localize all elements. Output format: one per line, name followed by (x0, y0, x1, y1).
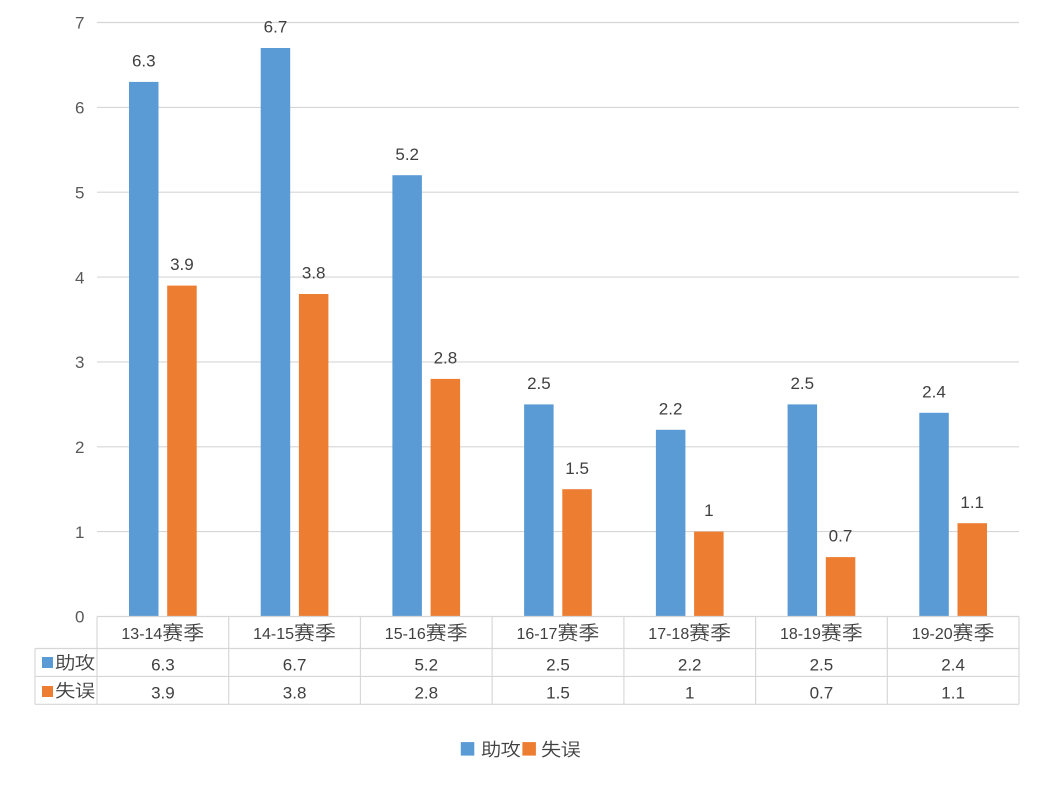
svg-text:2.8: 2.8 (434, 349, 458, 368)
svg-text:17-18: 17-18 (648, 626, 689, 643)
svg-text:3.9: 3.9 (170, 255, 194, 274)
svg-text:2.5: 2.5 (546, 656, 570, 675)
svg-text:3.8: 3.8 (302, 264, 326, 283)
svg-text:5: 5 (75, 183, 84, 202)
svg-text:1.1: 1.1 (960, 493, 984, 512)
svg-text:2.5: 2.5 (810, 656, 834, 675)
svg-text:3: 3 (75, 353, 84, 372)
svg-text:6.7: 6.7 (283, 656, 307, 675)
svg-text:16-17: 16-17 (517, 626, 558, 643)
svg-text:1.5: 1.5 (546, 683, 570, 702)
svg-text:6.3: 6.3 (151, 656, 175, 675)
svg-text:2.2: 2.2 (678, 656, 702, 675)
svg-text:1: 1 (685, 683, 694, 702)
svg-text:0: 0 (75, 608, 84, 627)
svg-text:14-15: 14-15 (253, 626, 294, 643)
svg-text:1: 1 (704, 501, 713, 520)
svg-text:2.5: 2.5 (527, 374, 551, 393)
svg-text:2.4: 2.4 (941, 656, 965, 675)
svg-text:6.7: 6.7 (264, 18, 288, 37)
svg-text:0.7: 0.7 (829, 527, 853, 546)
svg-text:6.3: 6.3 (132, 52, 156, 71)
svg-text:19-20: 19-20 (912, 626, 953, 643)
svg-text:1.5: 1.5 (565, 459, 589, 478)
svg-text:3.9: 3.9 (151, 683, 175, 702)
svg-text:1: 1 (75, 523, 84, 542)
svg-text:13-14: 13-14 (121, 626, 162, 643)
svg-text:2.4: 2.4 (922, 382, 946, 401)
svg-text:5.2: 5.2 (395, 145, 419, 164)
svg-text:5.2: 5.2 (414, 656, 438, 675)
svg-text:18-19: 18-19 (780, 626, 821, 643)
svg-text:2.5: 2.5 (790, 374, 814, 393)
svg-text:1.1: 1.1 (941, 683, 965, 702)
svg-text:2.2: 2.2 (659, 399, 683, 418)
svg-text:2.8: 2.8 (414, 683, 438, 702)
svg-text:2: 2 (75, 438, 84, 457)
svg-text:0.7: 0.7 (810, 683, 834, 702)
svg-text:4: 4 (75, 268, 84, 287)
svg-text:6: 6 (75, 99, 84, 118)
svg-text:3.8: 3.8 (283, 683, 307, 702)
svg-text:7: 7 (75, 14, 84, 33)
svg-text:15-16: 15-16 (385, 626, 426, 643)
